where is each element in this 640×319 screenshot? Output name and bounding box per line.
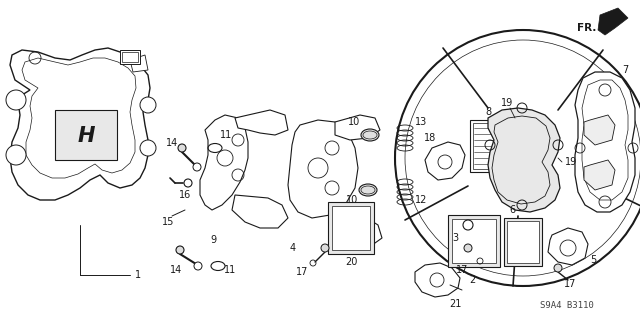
Text: 6: 6 (509, 205, 515, 215)
Text: 3: 3 (452, 233, 458, 243)
Polygon shape (584, 115, 615, 145)
Polygon shape (235, 110, 288, 135)
Bar (504, 218, 542, 266)
Bar (507, 221, 539, 263)
Polygon shape (200, 115, 248, 210)
Text: 1: 1 (135, 270, 141, 280)
Text: 11: 11 (220, 130, 232, 140)
Text: S9A4 B3110: S9A4 B3110 (540, 300, 594, 309)
Bar (470, 120, 508, 172)
Text: 21: 21 (449, 299, 461, 309)
Circle shape (178, 144, 186, 152)
Bar (448, 215, 500, 267)
Bar (452, 219, 496, 263)
Polygon shape (130, 55, 148, 72)
Polygon shape (335, 115, 380, 140)
Polygon shape (415, 263, 460, 297)
Polygon shape (288, 120, 358, 218)
Circle shape (6, 145, 26, 165)
Polygon shape (232, 195, 288, 228)
Text: 12: 12 (415, 195, 428, 205)
Circle shape (176, 246, 184, 254)
Bar (122, 52, 138, 62)
Circle shape (6, 90, 26, 110)
Text: 5: 5 (590, 255, 596, 265)
Text: 17: 17 (296, 267, 308, 277)
Text: 10: 10 (346, 195, 358, 205)
Polygon shape (330, 210, 382, 248)
Polygon shape (584, 160, 615, 190)
Polygon shape (488, 108, 560, 212)
Bar (120, 50, 140, 64)
Text: 17: 17 (456, 265, 468, 275)
Ellipse shape (359, 184, 377, 196)
Text: 18: 18 (424, 133, 436, 143)
Text: 16: 16 (179, 190, 191, 200)
Polygon shape (425, 142, 465, 180)
Circle shape (554, 264, 562, 272)
Text: FR.: FR. (577, 23, 596, 33)
Ellipse shape (361, 129, 379, 141)
Text: 4: 4 (290, 243, 296, 253)
Bar (328, 202, 374, 254)
Text: 14: 14 (166, 138, 178, 148)
Bar (55, 110, 117, 160)
Text: 14: 14 (170, 265, 182, 275)
Text: 2: 2 (469, 275, 475, 285)
Text: 7: 7 (622, 65, 628, 75)
Text: H: H (77, 126, 95, 146)
Text: 13: 13 (415, 117, 428, 127)
Text: 15: 15 (162, 217, 174, 227)
Text: 17: 17 (564, 279, 576, 289)
Circle shape (140, 140, 156, 156)
Bar (473, 123, 505, 169)
Circle shape (193, 163, 201, 171)
Text: 10: 10 (348, 117, 360, 127)
Bar (332, 206, 370, 250)
Polygon shape (575, 72, 635, 212)
Circle shape (464, 244, 472, 252)
Circle shape (194, 262, 202, 270)
Circle shape (395, 30, 640, 286)
Circle shape (140, 97, 156, 113)
Text: 19: 19 (565, 157, 577, 167)
Text: 11: 11 (224, 265, 236, 275)
Text: 19: 19 (501, 98, 513, 108)
Polygon shape (548, 228, 588, 265)
Circle shape (321, 244, 329, 252)
Text: 9: 9 (210, 235, 216, 245)
Polygon shape (598, 8, 628, 35)
Polygon shape (10, 48, 150, 200)
Text: 20: 20 (345, 257, 357, 267)
Text: 8: 8 (485, 107, 491, 117)
